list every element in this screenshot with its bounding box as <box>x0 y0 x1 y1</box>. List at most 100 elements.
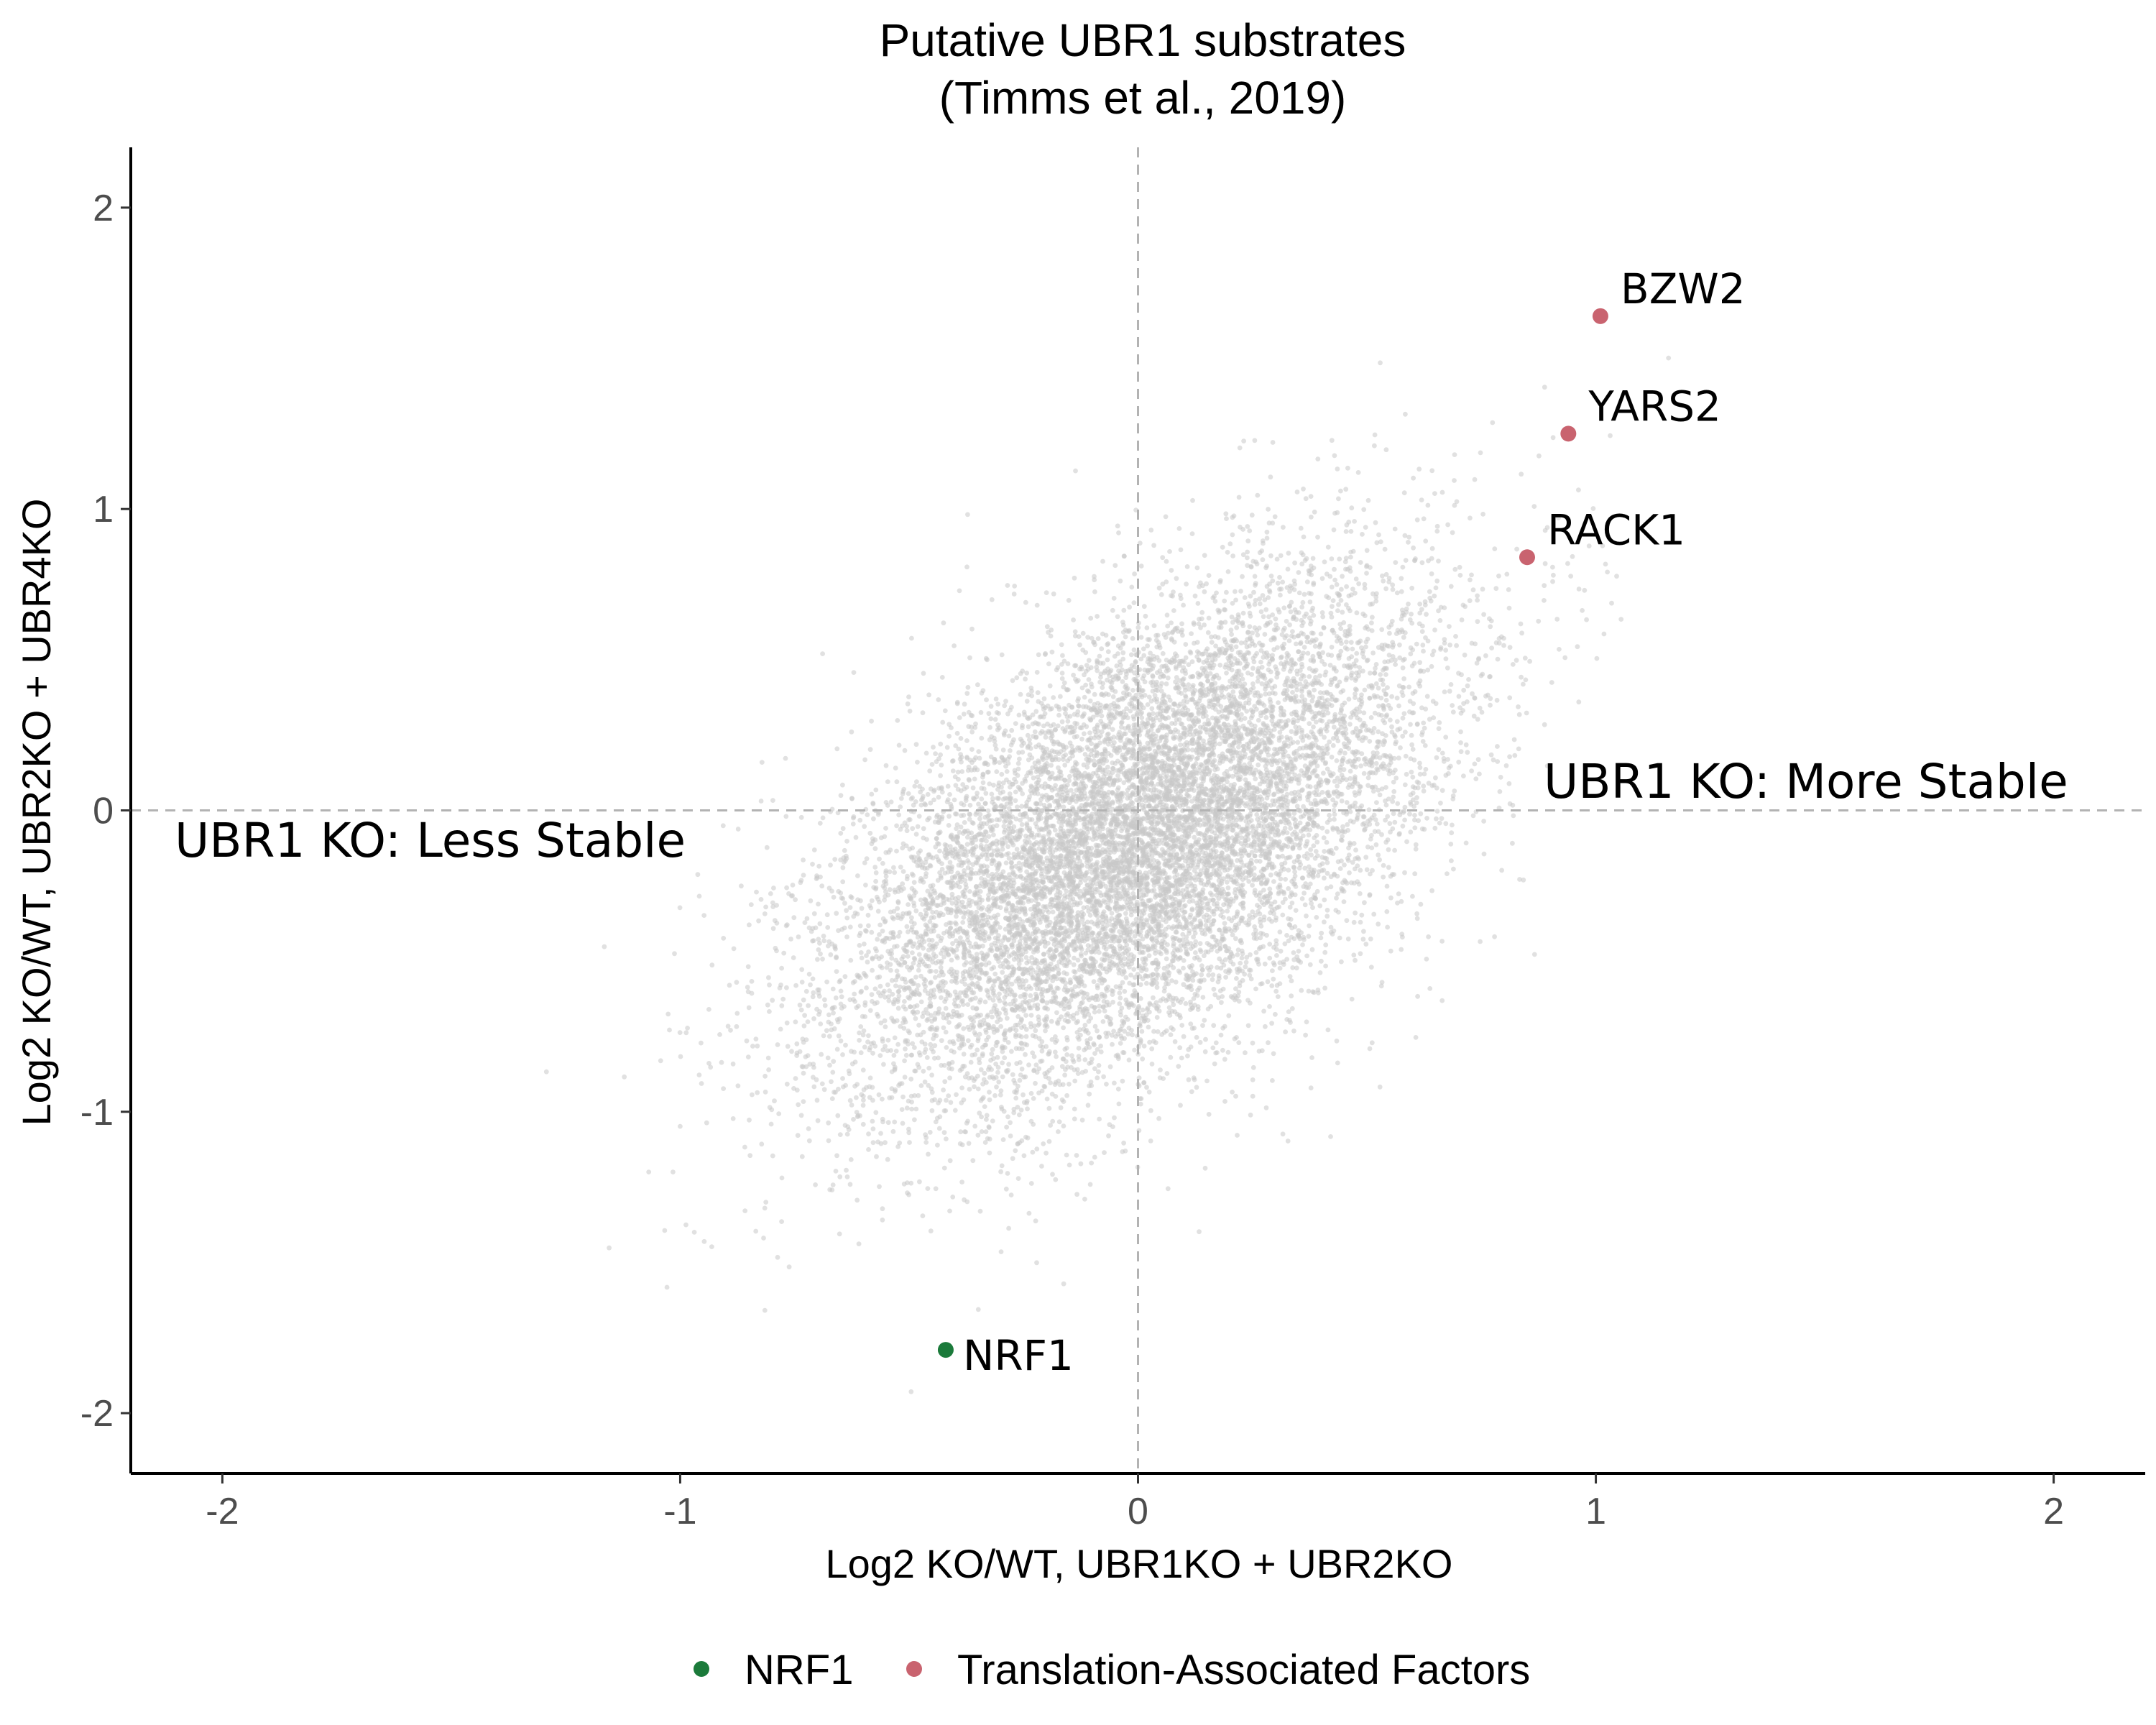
background-point <box>936 1006 942 1011</box>
background-point <box>758 897 764 902</box>
background-point <box>972 1084 977 1090</box>
background-point <box>775 1042 780 1047</box>
background-point <box>1215 965 1220 970</box>
background-point <box>844 908 849 914</box>
background-point <box>997 760 1003 765</box>
background-point <box>997 725 1002 731</box>
background-point <box>1030 721 1036 727</box>
background-point <box>1247 610 1253 616</box>
background-point <box>928 1041 934 1047</box>
background-points <box>543 355 1672 1394</box>
background-point <box>1388 829 1393 834</box>
background-point <box>833 995 839 1000</box>
background-point <box>704 1120 709 1126</box>
background-point <box>667 1027 672 1033</box>
background-point <box>1173 651 1178 657</box>
background-point <box>746 1005 752 1011</box>
background-point <box>854 972 860 978</box>
background-point <box>1334 581 1340 587</box>
background-point <box>1322 919 1327 925</box>
background-point <box>1385 685 1390 690</box>
background-point <box>1264 535 1270 541</box>
background-point <box>1391 794 1396 800</box>
background-point <box>695 872 701 878</box>
background-point <box>1328 924 1334 930</box>
background-point <box>1179 1023 1185 1028</box>
background-point <box>764 845 770 850</box>
background-point <box>818 951 823 957</box>
background-point <box>1275 580 1281 586</box>
background-point <box>1446 765 1452 770</box>
background-point <box>1082 1197 1087 1202</box>
background-point <box>1286 551 1291 556</box>
background-point <box>1059 1097 1065 1103</box>
background-point <box>1322 949 1328 955</box>
background-point <box>1300 942 1305 947</box>
background-point <box>1315 873 1321 878</box>
background-point <box>1443 773 1449 778</box>
background-point <box>796 1102 801 1108</box>
background-point <box>1414 517 1420 523</box>
background-point <box>891 865 896 870</box>
background-point <box>1220 937 1225 942</box>
background-point <box>1016 712 1022 718</box>
background-point <box>1249 512 1255 518</box>
background-point <box>1410 797 1416 803</box>
background-point <box>1447 624 1452 629</box>
background-point <box>1488 618 1494 624</box>
background-point <box>1290 629 1295 634</box>
background-point <box>1044 624 1050 630</box>
background-point <box>1182 668 1188 673</box>
background-point <box>839 994 844 1000</box>
background-point <box>1267 886 1273 892</box>
background-point <box>1181 1034 1187 1039</box>
background-point <box>1294 965 1299 971</box>
background-point <box>1373 817 1378 822</box>
background-point <box>1028 770 1033 776</box>
background-point <box>1200 1023 1205 1029</box>
background-point <box>946 733 952 739</box>
background-point <box>683 1030 689 1036</box>
background-point <box>789 1049 794 1054</box>
background-point <box>910 950 915 955</box>
background-point <box>902 1075 908 1080</box>
background-point <box>1252 574 1258 579</box>
background-point <box>859 1092 865 1098</box>
background-point <box>883 995 888 1000</box>
background-point <box>1414 641 1419 647</box>
background-point <box>1314 832 1319 838</box>
background-point <box>888 967 893 973</box>
background-point <box>906 694 911 699</box>
background-point <box>1363 644 1368 650</box>
background-point <box>1364 571 1369 576</box>
background-point <box>735 1083 741 1089</box>
background-point <box>1319 658 1325 664</box>
background-point <box>1199 967 1205 972</box>
background-point <box>1000 970 1005 975</box>
background-point <box>1397 642 1402 648</box>
background-point <box>1392 847 1397 853</box>
background-point <box>788 937 793 942</box>
background-point <box>972 1123 978 1129</box>
background-point <box>1414 800 1419 806</box>
background-point <box>998 1169 1003 1174</box>
background-point <box>836 1033 842 1039</box>
background-point <box>883 826 888 831</box>
background-point <box>1348 640 1354 645</box>
background-point <box>849 1103 854 1108</box>
background-point <box>1155 688 1160 693</box>
background-point <box>848 957 854 963</box>
background-point <box>1225 550 1230 555</box>
background-point <box>795 1133 801 1138</box>
background-point <box>1472 695 1478 701</box>
background-point <box>954 730 960 736</box>
background-point <box>900 1121 906 1126</box>
background-point <box>1031 1096 1036 1101</box>
background-point <box>1110 760 1115 765</box>
background-point <box>1361 655 1366 660</box>
background-point <box>1290 690 1295 695</box>
background-point <box>1140 937 1146 942</box>
background-point <box>1189 631 1194 636</box>
background-point <box>1184 934 1189 940</box>
background-point <box>838 988 844 994</box>
